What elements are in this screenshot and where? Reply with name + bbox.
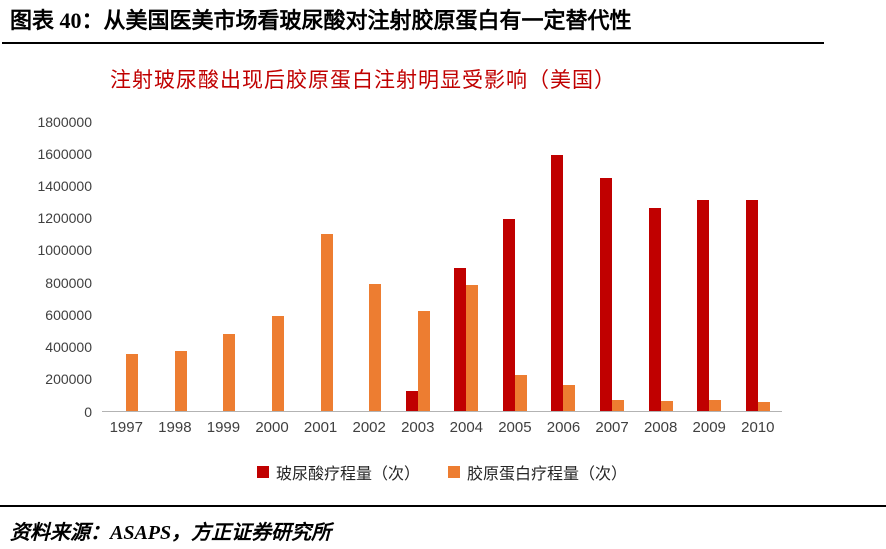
bar-group-2003	[393, 122, 442, 411]
y-tick-label: 1600000	[37, 145, 92, 162]
x-tick-label-2009: 2009	[692, 418, 726, 436]
bar-group-2006	[539, 122, 588, 411]
legend: 玻尿酸疗程量（次） 胶原蛋白疗程量（次）	[102, 460, 782, 484]
x-tick-label-2008: 2008	[643, 418, 678, 436]
bar-collagen-2002	[369, 283, 382, 411]
legend-label-hyaluronic: 玻尿酸疗程量（次）	[275, 465, 420, 483]
x-tick-label-2007: 2007	[595, 418, 629, 436]
bar-collagen-2003	[417, 310, 430, 411]
y-tick-label: 800000	[45, 274, 92, 291]
bar-collagen-2005	[514, 375, 527, 411]
y-tick-label: 1200000	[37, 210, 92, 227]
bar-group-2008	[636, 122, 685, 411]
x-tick-label-1998: 1998	[158, 418, 192, 436]
bar-collagen-2006	[563, 384, 576, 411]
bar-collagen-2009	[709, 400, 722, 411]
bar-hyaluronic-2004	[454, 267, 467, 411]
legend-label-collagen: 胶原蛋白疗程量（次）	[467, 465, 628, 483]
bar-hyaluronic-2005	[502, 219, 515, 411]
bar-hyaluronic-2008	[648, 208, 661, 411]
bar-collagen-2008	[660, 400, 673, 411]
x-axis-labels: 1997 1998 1999 2000 2001 2002 2003 2004 2005 2006…	[102, 412, 782, 436]
bar-group-1998	[151, 122, 200, 411]
legend-item-hyaluronic: 玻尿酸疗程量（次）	[256, 460, 420, 484]
bar-group-2010	[734, 122, 783, 411]
y-axis: 0 200000 400000 600000 800000 1000000 1200000 1…	[30, 115, 102, 419]
bar-group-1999	[199, 122, 248, 411]
source-note: 资料来源：ASAPS，方正证券研究所	[0, 505, 886, 549]
x-tick-label-2001: 2001	[303, 418, 338, 436]
y-tick-label: 200000	[45, 371, 92, 388]
x-tick-label-2002: 2002	[352, 418, 386, 436]
bar-group-2009	[685, 122, 734, 411]
bar-group-2002	[345, 122, 394, 411]
chart-title: 注射玻尿酸出现后胶原蛋白注射明显受影响（美国）	[110, 67, 616, 92]
x-tick-label-2000: 2000	[255, 418, 289, 436]
x-tick-label-1997: 1997	[109, 418, 143, 436]
legend-item-collagen: 胶原蛋白疗程量（次）	[448, 460, 627, 484]
bar-hyaluronic-2007	[600, 177, 613, 411]
y-tick-label: 0	[84, 403, 92, 420]
bar-collagen-2007	[612, 400, 625, 411]
bar-group-1997	[102, 122, 151, 411]
bar-collagen-2004	[466, 285, 479, 411]
bar-collagen-2010	[757, 401, 770, 411]
bar-hyaluronic-2003	[405, 391, 418, 411]
bar-collagen-2000	[272, 315, 285, 411]
bar-chart: 注射玻尿酸出现后胶原蛋白注射明显受影响（美国） 0 200000 400000 600…	[0, 44, 886, 506]
y-tick-label: 1800000	[37, 113, 92, 130]
x-tick-label-2003: 2003	[401, 418, 435, 436]
bar-group-2001	[296, 122, 345, 411]
bar-collagen-2001	[320, 233, 333, 411]
x-tick-label-1999: 1999	[206, 418, 241, 436]
bar-group-2007	[588, 122, 637, 411]
bar-collagen-1997	[126, 354, 139, 411]
bar-group-2005	[491, 122, 540, 411]
legend-swatch-hyaluronic	[256, 465, 269, 478]
bar-hyaluronic-2010	[745, 200, 758, 411]
y-tick-label: 1400000	[37, 177, 92, 194]
y-tick-label: 1000000	[37, 242, 92, 259]
x-tick-label-2006: 2006	[546, 418, 581, 436]
plot-area	[102, 122, 782, 412]
x-tick-label-2010: 2010	[741, 418, 775, 436]
bar-group-2004	[442, 122, 491, 411]
figure-caption: 图表 40：从美国医美市场看玻尿酸对注射胶原蛋白有一定替代性	[2, 4, 824, 44]
bar-group-2000	[248, 122, 297, 411]
bar-hyaluronic-2006	[551, 155, 564, 411]
bar-collagen-1999	[223, 334, 236, 411]
y-tick-label: 600000	[45, 306, 92, 323]
bar-collagen-1998	[174, 351, 187, 411]
bar-hyaluronic-2009	[697, 200, 710, 411]
plot-row: 0 200000 400000 600000 800000 1000000 1200000 1…	[30, 115, 782, 419]
x-tick-label-2005: 2005	[498, 418, 532, 436]
legend-swatch-collagen	[448, 465, 460, 478]
x-tick-label-2004: 2004	[449, 418, 484, 436]
y-tick-label: 400000	[45, 339, 92, 356]
